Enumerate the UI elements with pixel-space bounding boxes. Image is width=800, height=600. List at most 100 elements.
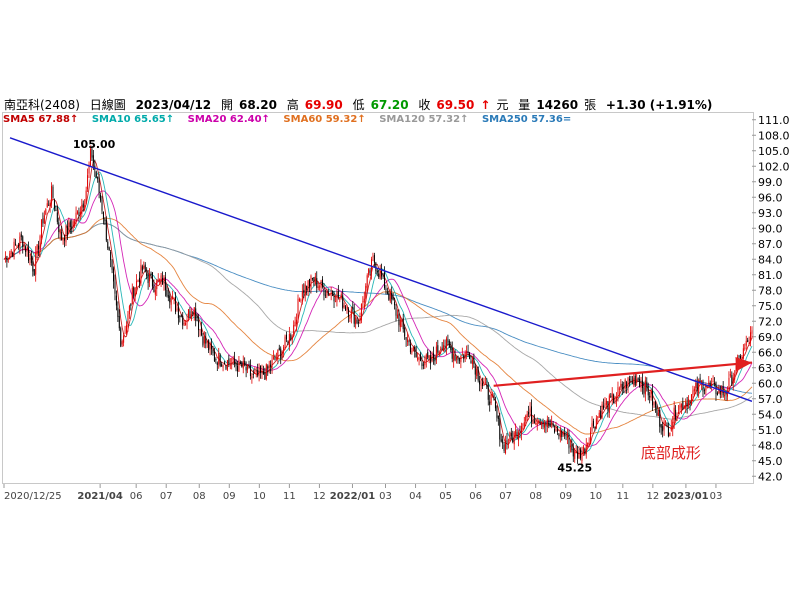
candle-body [565,435,567,437]
candle-body [399,320,401,328]
candle-body [320,280,322,288]
candle-body [69,221,71,228]
candle-body [343,305,345,308]
candle-body [248,364,250,368]
candle-body [669,432,671,437]
candle-body [283,347,285,351]
candle-body [85,190,87,205]
candle-body [203,336,205,344]
candle-body [476,368,478,376]
candle-body [336,291,338,302]
candle-body [56,212,58,222]
candle-body [616,397,618,401]
candle-body [650,390,652,398]
sma120-line [3,222,753,420]
candle-body [273,357,275,359]
candle-body [588,442,590,445]
candle-body [170,297,172,305]
candle-body [198,320,200,331]
candle-body [154,289,156,295]
candle-body [480,384,482,386]
x-tick-label: 2020/12/25 [4,491,62,502]
candle-body [673,407,675,424]
sma60-line [3,217,753,435]
candle-body [115,295,117,306]
candle-body [587,442,589,448]
candle-body [541,422,543,425]
candle-body [409,344,411,353]
candle-body [568,433,570,449]
candle-body [239,361,241,364]
candle-body [293,325,295,336]
candle-body [48,204,50,206]
candle-body [392,296,394,301]
candle-body [378,273,380,277]
candle-body [735,362,737,375]
candle-body [287,341,289,345]
candle-body [98,180,100,193]
y-tick-label: 45.0 [758,455,783,468]
candle-body [323,289,325,296]
candle-body [692,390,694,395]
candle-body [26,248,28,252]
candle-body [420,354,422,361]
candle-body [110,251,112,261]
candle-body [594,426,596,429]
candle-body [522,427,524,429]
y-tick-label: 90.0 [758,222,783,235]
candle-body [225,365,227,369]
candle-body [582,446,584,453]
candle-body [105,220,107,241]
candle-body [744,347,746,349]
candle-body [659,410,661,427]
candle-body [185,323,187,326]
candle-body [92,155,94,164]
candle-body [662,426,664,432]
candle-body [118,315,120,329]
candle-body [660,424,662,428]
candle-body [430,355,432,364]
candle-body [639,378,641,387]
candle-body [443,345,445,352]
candle-body [319,286,321,288]
candle-body [518,432,520,441]
x-tick-label: 07 [160,491,173,502]
candle-body [383,272,385,288]
candle-body [45,209,47,215]
candle-body [466,351,468,354]
candle-body [535,422,537,425]
candle-body [445,338,447,350]
candle-body [385,288,387,291]
high-value: 69.90 [304,98,343,112]
candle-body [138,277,140,283]
candle-body [451,348,453,359]
candle-body [510,433,512,437]
candle-body [667,426,669,437]
candle-body [33,268,35,276]
candle-body [536,423,538,426]
candle-body [173,298,175,300]
candle-body [432,353,434,359]
x-tick-label: 08 [529,491,542,502]
candle-body [167,294,169,299]
candle-body [285,334,287,340]
candle-body [747,340,749,342]
candle-body [542,421,544,427]
candle-body [75,212,77,223]
candle-body [745,340,747,346]
candle-body [187,309,189,319]
candle-body [427,352,429,358]
candle-body [725,392,727,395]
candle-body [159,279,161,282]
y-tick-label: 57.0 [758,393,783,406]
candle-body [262,370,264,375]
candle-body [277,349,279,360]
candle-body [649,396,651,398]
sma-legend: SMA5 67.88↑ SMA10 65.65↑ SMA20 62.40↑ SM… [3,114,571,128]
x-tick-label: 12 [313,491,326,502]
candle-body [298,298,300,301]
candle-body [538,421,540,423]
x-tick-label: 2023/01 [663,491,708,502]
candle-body [268,365,270,368]
candle-body [492,394,494,397]
